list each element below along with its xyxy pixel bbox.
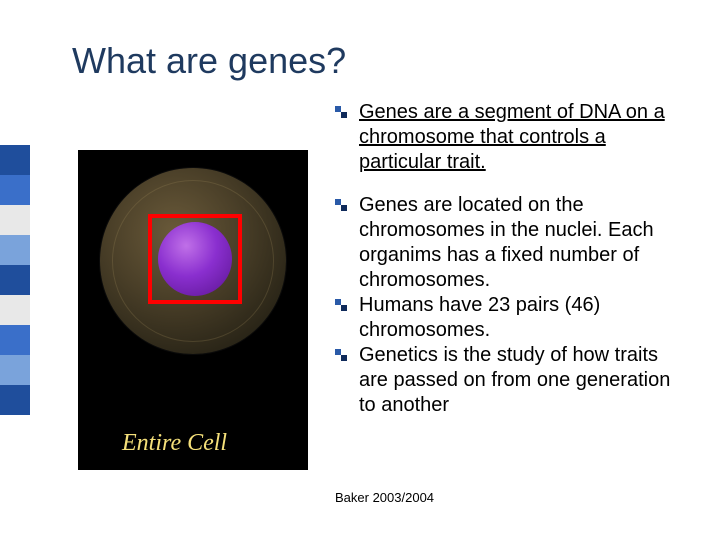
bullet-item: Genetics is the study of how traits are … xyxy=(335,343,685,418)
bullet-text: Genes are located on the chromosomes in … xyxy=(359,193,685,293)
sidebar-block xyxy=(0,355,30,385)
sidebar-block xyxy=(0,145,30,175)
bullet-text: Genes are a segment of DNA on a chromoso… xyxy=(359,100,685,175)
page-title: What are genes? xyxy=(72,40,346,82)
sidebar-block xyxy=(0,325,30,355)
bullet-icon xyxy=(335,299,349,311)
bullet-icon xyxy=(335,106,349,118)
cell-figure: Entire Cell xyxy=(78,150,308,470)
sidebar-block xyxy=(0,205,30,235)
bullet-text: Genetics is the study of how traits are … xyxy=(359,343,685,418)
footer-text: Baker 2003/2004 xyxy=(335,490,434,505)
bullet-item: Genes are located on the chromosomes in … xyxy=(335,193,685,293)
sidebar-block xyxy=(0,175,30,205)
sidebar-block xyxy=(0,385,30,415)
nucleus-highlight-box xyxy=(148,214,242,304)
bullet-list: Genes are a segment of DNA on a chromoso… xyxy=(335,100,685,418)
sidebar-decoration xyxy=(0,145,30,415)
sidebar-block xyxy=(0,235,30,265)
sidebar-block xyxy=(0,295,30,325)
bullet-text: Humans have 23 pairs (46) chromosomes. xyxy=(359,293,685,343)
sidebar-block xyxy=(0,265,30,295)
bullet-icon xyxy=(335,199,349,211)
bullet-item: Humans have 23 pairs (46) chromosomes. xyxy=(335,293,685,343)
bullet-icon xyxy=(335,349,349,361)
cell-label: Entire Cell xyxy=(122,430,227,457)
bullet-item: Genes are a segment of DNA on a chromoso… xyxy=(335,100,685,175)
